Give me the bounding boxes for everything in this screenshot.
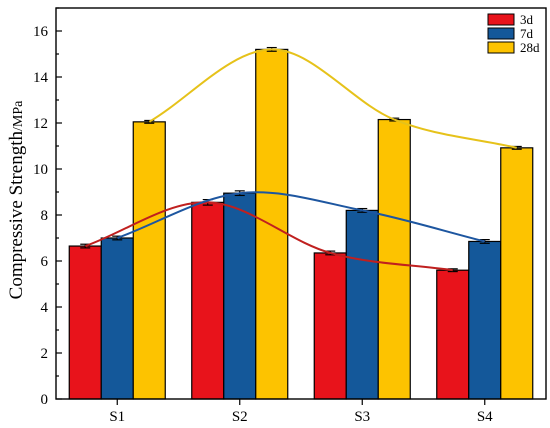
x-tick-label-S1: S1: [109, 409, 125, 425]
y-tick-label-8: 8: [41, 208, 49, 224]
y-tick-label-2: 2: [41, 346, 49, 362]
y-tick-label-0: 0: [41, 392, 49, 408]
y-tick-label-14: 14: [33, 70, 49, 86]
legend-label-3d: 3d: [520, 12, 534, 27]
plot-frame: [55, 7, 547, 400]
y-axis-label-unit: /MPa: [11, 100, 26, 131]
y-tick-label-10: 10: [33, 162, 48, 178]
trend-lines-layer: [84, 48, 518, 272]
bar-7d-S3: [345, 209, 379, 400]
bars-layer: [68, 46, 534, 400]
trend-line-28d: [148, 48, 518, 149]
y-axis-label: Compressive Strength/MPa: [6, 100, 27, 299]
y-tick-label-16: 16: [33, 24, 49, 40]
x-tick-label-S4: S4: [477, 409, 493, 425]
x-tick-label-S2: S2: [232, 409, 248, 425]
bar-7d-S2: [223, 192, 257, 400]
legend-swatch-28d: [487, 41, 515, 54]
legend-label-28d: 28d: [520, 40, 540, 55]
legend-swatch-3d: [487, 13, 515, 26]
y-tick-label-6: 6: [41, 254, 49, 270]
bar-7d-S4: [468, 240, 502, 400]
bar-3d-S4: [436, 269, 470, 400]
y-axis-label-main: Compressive Strength: [6, 131, 27, 300]
y-tick-label-4: 4: [41, 300, 49, 316]
bar-28d-S3: [377, 118, 411, 400]
trend-line-7d: [116, 191, 486, 243]
x-tick-label-S3: S3: [354, 409, 370, 425]
bar-28d-S1: [132, 121, 166, 400]
legend-label-7d: 7d: [520, 26, 534, 41]
y-tick-label-12: 12: [33, 116, 48, 132]
legend-swatch-7d: [487, 27, 515, 40]
axes-layer: 0 2 4 6 8 10 12 14 16 S1 S2 S3 S4: [33, 7, 547, 425]
bar-28d-S4: [500, 147, 534, 400]
bar-7d-S1: [100, 237, 134, 400]
bar-3d-S2: [191, 201, 225, 400]
bar-3d-S1: [68, 245, 102, 400]
bar-3d-S3: [313, 252, 347, 400]
trend-line-3d: [84, 201, 453, 272]
